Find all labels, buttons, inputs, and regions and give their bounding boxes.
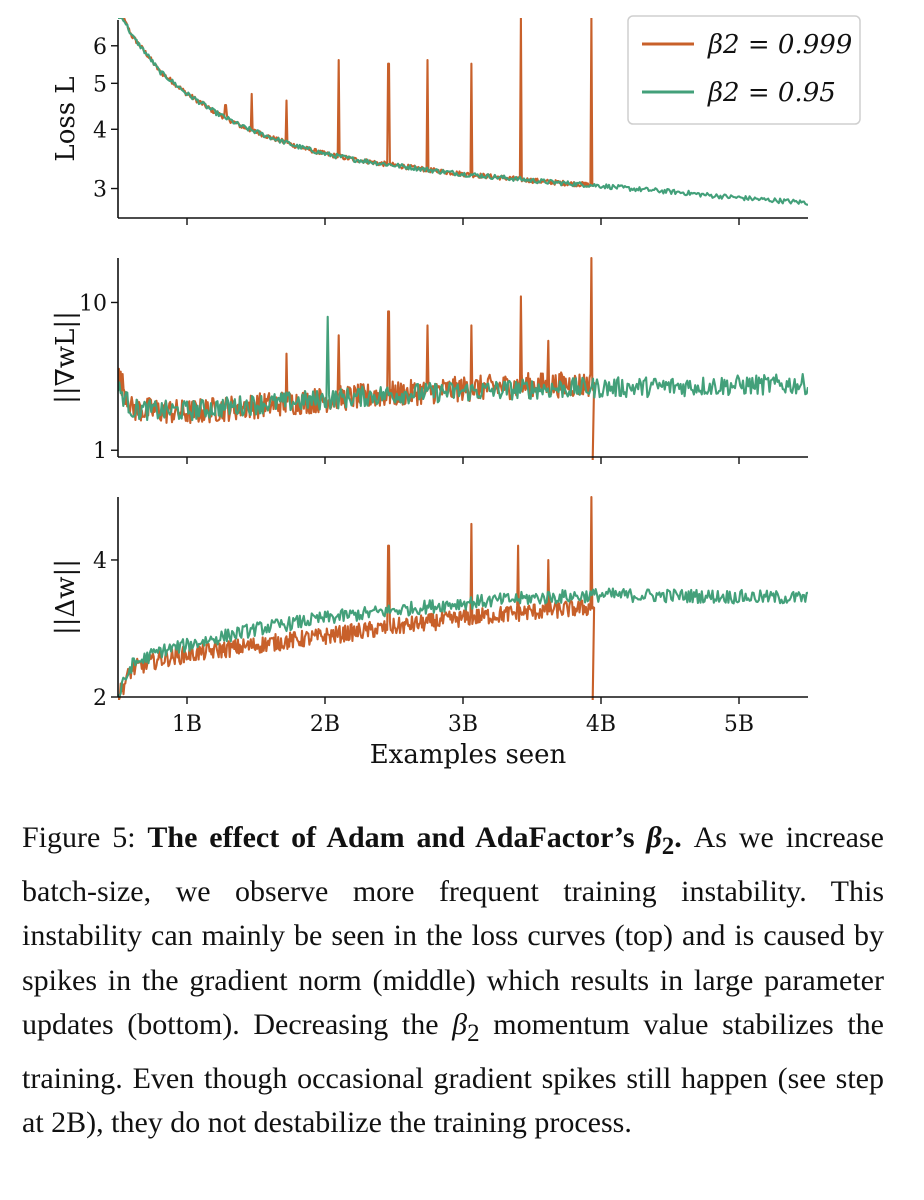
caption-bold-text: The effect of Adam and AdaFactor’s	[147, 821, 647, 854]
y-tick-label: 10	[79, 291, 107, 316]
x-tick-label: 4B	[586, 712, 616, 737]
panel-gradient-norm: 1 10||∇wL||	[51, 256, 808, 464]
legend-label: β2 = 0.95	[707, 78, 836, 108]
y-axis-label: ||Δw||	[51, 559, 81, 635]
panel-update-norm: 2 4 1B 2B 3B 4B 5B ||Δw|| Examples seen	[51, 495, 808, 770]
caption-beta-symbol-2: β	[452, 1008, 468, 1041]
y-tick-label: 4	[93, 549, 107, 574]
y-tick-label: 6	[93, 35, 107, 60]
caption-text-1: As we increase batch-size, we observe mo…	[22, 821, 884, 1041]
x-tick-label: 2B	[310, 712, 340, 737]
caption-bold-title: The effect of Adam and AdaFactor’s β2.	[147, 821, 682, 860]
caption-prefix: Figure 5:	[22, 821, 148, 854]
caption-beta-subscript-2: 2	[467, 1020, 480, 1047]
figure-5-charts: 3 4 5 6 Loss L β2 = 0.999 β2 = 0.95 1 10||∇wL|| 2…	[51, 15, 861, 770]
series-line-beta-095	[118, 315, 808, 422]
y-tick-label: 3	[93, 178, 107, 203]
x-axis-label: Examples seen	[370, 740, 567, 770]
y-tick-label: 2	[93, 686, 107, 711]
caption-beta-symbol: β	[646, 821, 662, 854]
y-axis-label: Loss L	[51, 76, 81, 161]
figure-caption: Figure 5: The effect of Adam and AdaFact…	[22, 816, 884, 1146]
caption-text-2: momentum value stabilizes the training. …	[22, 1008, 884, 1139]
y-axis-label: ||∇wL||	[51, 311, 81, 404]
x-tick-label: 3B	[448, 712, 478, 737]
caption-beta-subscript: 2	[661, 833, 675, 860]
series-line-beta-095	[118, 18, 808, 206]
legend: β2 = 0.999 β2 = 0.95	[627, 15, 861, 125]
caption-bold-end: .	[674, 821, 682, 854]
series-line-beta-0999	[118, 256, 596, 460]
y-tick-label: 5	[93, 72, 107, 97]
series-line-beta-095	[118, 587, 808, 698]
x-tick-label: 5B	[724, 712, 754, 737]
legend-label: β2 = 0.999	[707, 30, 852, 60]
panel-loss: 3 4 5 6 Loss L β2 = 0.999 β2 = 0.95	[51, 15, 861, 225]
x-tick-label: 1B	[172, 712, 202, 737]
y-tick-label: 4	[93, 118, 107, 143]
y-tick-label: 1	[93, 439, 107, 464]
